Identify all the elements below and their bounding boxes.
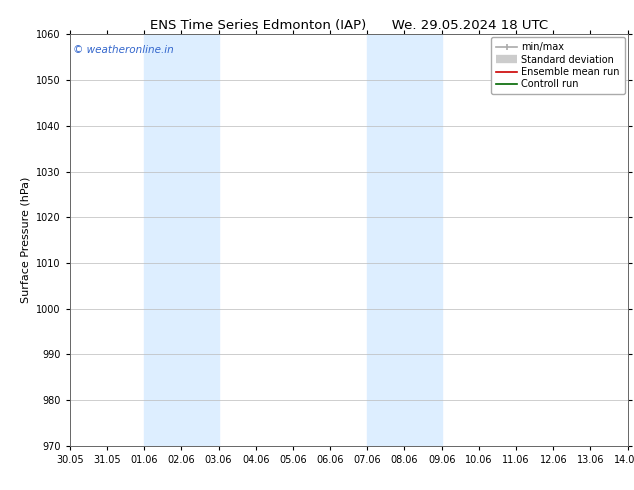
Legend: min/max, Standard deviation, Ensemble mean run, Controll run: min/max, Standard deviation, Ensemble me…	[491, 37, 624, 94]
Title: ENS Time Series Edmonton (IAP)      We. 29.05.2024 18 UTC: ENS Time Series Edmonton (IAP) We. 29.05…	[150, 19, 548, 32]
Bar	[367, 34, 442, 446]
Y-axis label: Surface Pressure (hPa): Surface Pressure (hPa)	[20, 177, 30, 303]
Text: © weatheronline.in: © weatheronline.in	[72, 45, 173, 54]
Bar	[144, 34, 219, 446]
